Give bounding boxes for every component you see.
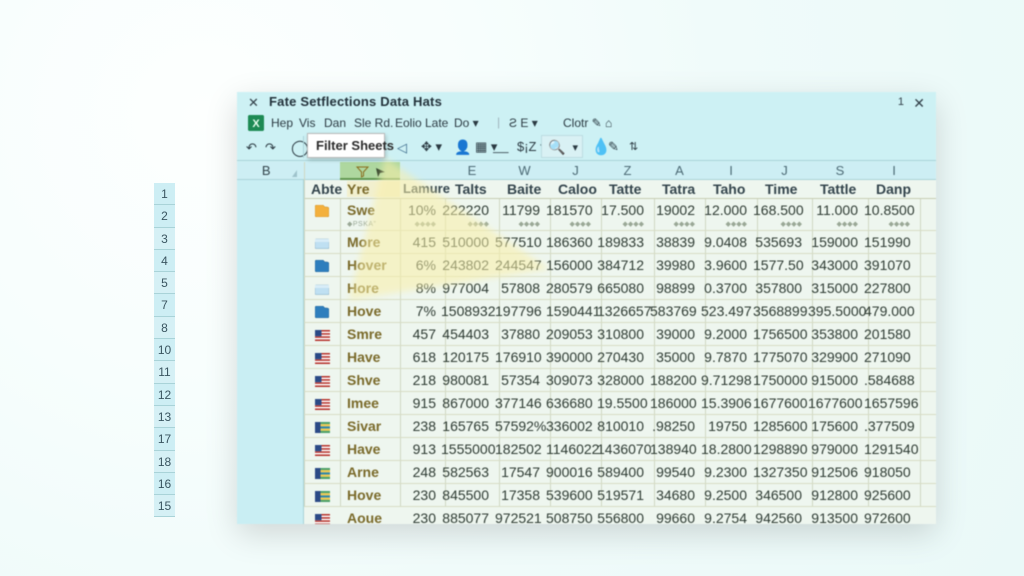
svg-text:X: X — [252, 118, 260, 130]
